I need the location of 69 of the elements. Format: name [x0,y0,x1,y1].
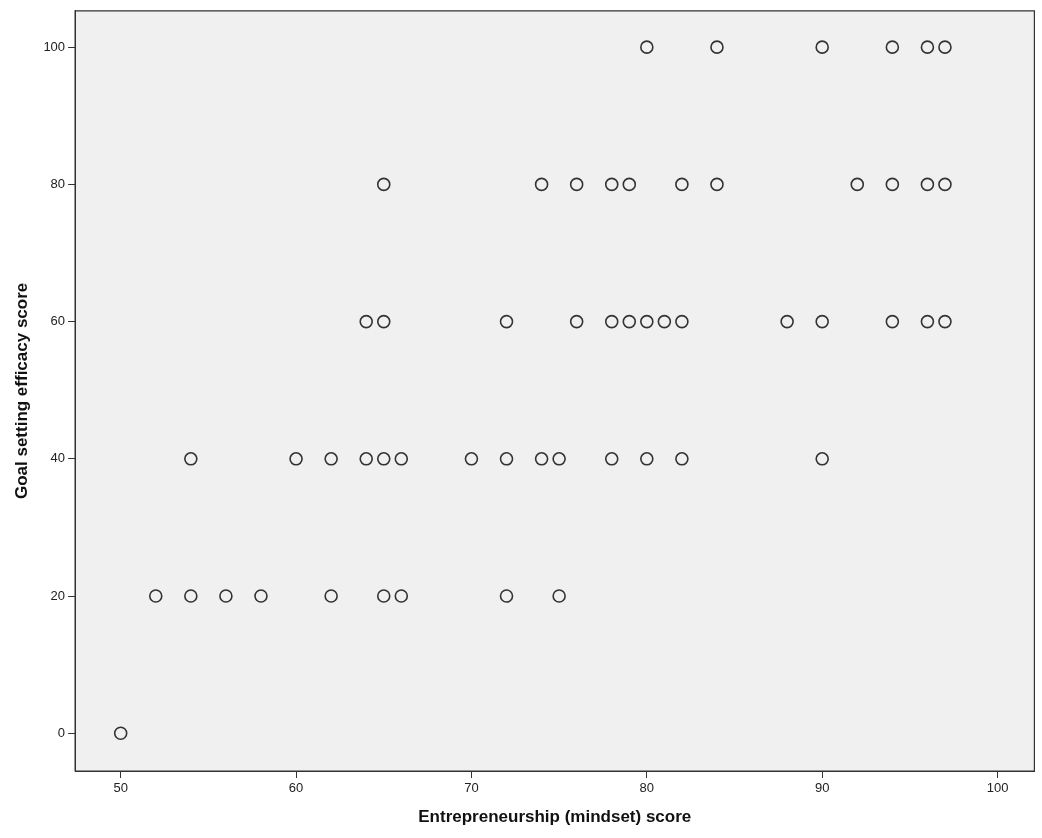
point [815,314,829,329]
point [885,40,900,54]
point [569,177,584,192]
point [464,452,479,466]
y-tick-label: 80 [50,175,66,191]
point [552,452,566,466]
point [657,314,672,329]
point [324,452,338,466]
point [499,452,514,466]
point [710,177,724,192]
x-tick-label: 70 [464,780,479,796]
point [376,589,391,603]
point [938,314,952,329]
point [675,177,689,192]
point [184,452,198,466]
point [675,452,689,466]
point [552,589,566,603]
point [534,177,549,192]
y-tick-label: 100 [43,38,66,54]
point [534,452,549,466]
point [359,314,374,329]
point [499,314,514,329]
point [184,589,198,603]
y-tick-label: 20 [50,587,66,603]
point [640,452,654,466]
point [815,452,829,466]
point [219,589,233,603]
point [780,314,794,329]
point [359,452,374,466]
point [113,726,128,741]
point [604,177,619,192]
point [885,177,900,192]
point [815,40,829,54]
x-tick-label: 100 [986,780,1009,796]
point [938,40,952,54]
point [850,177,865,192]
point [622,177,637,192]
point [569,314,584,329]
point [289,452,303,466]
x-tick-label: 50 [113,780,128,796]
point [394,452,409,466]
point [710,40,724,54]
y-tick-label: 60 [50,313,66,329]
point [499,589,514,603]
point [920,314,935,329]
point [885,314,900,329]
point [376,177,391,192]
point [920,177,935,192]
point [920,40,935,54]
point [604,314,619,329]
x-tick-label: 80 [639,780,655,796]
point [640,314,654,329]
point [324,589,338,603]
y-tick-label: 0 [57,724,66,740]
point [254,589,268,603]
point [938,177,952,192]
point [604,452,619,466]
y-tick-label: 40 [50,450,66,466]
x-tick-label: 90 [814,780,830,796]
point [640,40,654,54]
point [622,314,637,329]
x-tick-label: 60 [288,780,304,796]
point [148,589,163,603]
point [376,452,391,466]
point [376,314,391,329]
point [394,589,409,603]
y-axis-title: Goal setting efficacy score [11,282,31,500]
point [675,314,689,329]
x-axis-title: Entrepreneurship (mindset) score [418,807,692,827]
